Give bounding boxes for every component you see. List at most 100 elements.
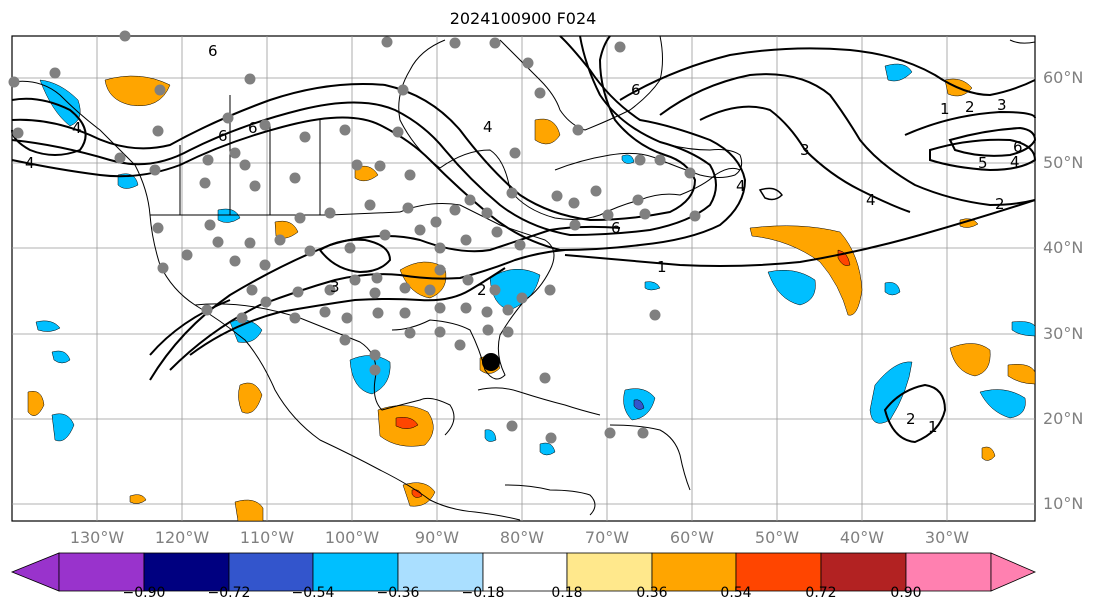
orange-blob xyxy=(234,499,264,522)
lon-label: 30°W xyxy=(924,528,970,547)
blue-blob xyxy=(51,350,71,364)
colorbar-segment xyxy=(905,552,992,592)
lon-label: 130°W xyxy=(69,528,125,547)
storm-center-marker xyxy=(482,353,500,371)
colorbar-tick-label: 0.90 xyxy=(890,585,922,601)
station-markers xyxy=(8,30,701,444)
contour-label: 1 xyxy=(940,100,950,118)
lon-label: 50°W xyxy=(754,528,800,547)
red-core xyxy=(395,417,419,429)
contour-label: 3 xyxy=(997,96,1007,114)
contour-label: 4 xyxy=(1010,153,1020,171)
lon-label: 40°W xyxy=(839,528,885,547)
colorbar-tick-label: 0.18 xyxy=(551,585,583,601)
contour-label: 3 xyxy=(800,141,810,159)
contour-label: 6 xyxy=(248,119,258,137)
blue-blob xyxy=(979,389,1026,419)
colorbar-tick-label: −0.54 xyxy=(291,585,335,601)
colorbar-segment xyxy=(566,552,653,592)
blue-blob xyxy=(621,154,635,164)
colorbar-tick-label: 0.36 xyxy=(636,585,668,601)
contour-label: 2 xyxy=(477,281,487,299)
orange-blob xyxy=(238,382,263,414)
orange-blob xyxy=(949,343,991,377)
colorbar-tick-label: −0.90 xyxy=(122,585,166,601)
orange-blob xyxy=(354,165,379,182)
blue-blob xyxy=(884,282,901,296)
contour-label: 3 xyxy=(330,278,340,296)
orange-blob xyxy=(749,225,863,316)
orange-blob xyxy=(981,446,996,461)
map-title: 2024100900 F024 xyxy=(449,9,597,28)
contour-label: 1 xyxy=(657,258,667,276)
orange-blob xyxy=(104,75,171,107)
blue-blob xyxy=(484,429,497,442)
colorbar-segment xyxy=(10,552,60,592)
orange-blob xyxy=(1007,364,1036,385)
blue-core xyxy=(633,399,645,410)
contour-label: 2 xyxy=(995,195,1005,213)
contour-label: 2 xyxy=(906,410,916,428)
colorbar-segment xyxy=(143,552,230,592)
lon-label: 70°W xyxy=(584,528,630,547)
blue-blob xyxy=(39,79,81,127)
contour-label: 2 xyxy=(965,98,975,116)
blue-blob xyxy=(539,442,556,456)
contour-label: 6 xyxy=(611,219,621,237)
lat-label: 40°N xyxy=(1043,238,1084,257)
colorbar-segment xyxy=(482,552,568,592)
colorbar-segment xyxy=(651,552,737,592)
lon-label: 80°W xyxy=(499,528,545,547)
red-core xyxy=(411,489,423,498)
blue-blob xyxy=(767,270,816,306)
blue-blob xyxy=(51,413,75,442)
contour-label: 5 xyxy=(978,154,988,172)
blue-blob xyxy=(217,208,241,223)
lat-label: 20°N xyxy=(1043,409,1084,428)
lat-label: 10°N xyxy=(1043,494,1084,513)
colorbar-tick-label: 0.72 xyxy=(805,585,837,601)
colorbar-segment xyxy=(990,552,1037,592)
lat-label: 30°N xyxy=(1043,324,1084,343)
blue-blob xyxy=(644,281,661,291)
colorbar-segment xyxy=(312,552,399,592)
contour-label: 1 xyxy=(928,418,938,436)
lon-label: 120°W xyxy=(154,528,210,547)
contour-label: 6 xyxy=(1013,138,1023,156)
blue-blob xyxy=(117,173,139,189)
colorbar-tick-label: −0.18 xyxy=(461,585,505,601)
contour-label: 4 xyxy=(483,118,493,136)
orange-blob xyxy=(959,218,979,228)
lat-label: 60°N xyxy=(1043,68,1084,87)
blue-blob xyxy=(869,361,913,424)
contour-label-group: 6 6 4 4 6 4 6 1 2 3 6 5 4 2 4 3 6 1 3 2 … xyxy=(25,42,1023,436)
orange-blob xyxy=(27,391,45,416)
orange-blob xyxy=(534,118,561,145)
contour-label: 4 xyxy=(72,119,82,137)
colorbar-segment xyxy=(820,552,907,592)
contour-label: 4 xyxy=(25,154,35,172)
lat-label: 50°N xyxy=(1043,153,1084,172)
lon-label: 60°W xyxy=(669,528,715,547)
lon-label: 100°W xyxy=(324,528,380,547)
colorbar-segment xyxy=(735,552,822,592)
blue-blob xyxy=(1011,321,1036,337)
contours xyxy=(11,35,1037,444)
colorbar-segment xyxy=(228,552,314,592)
blue-blob xyxy=(35,320,61,332)
contour-label: 4 xyxy=(736,177,746,195)
lon-label: 90°W xyxy=(414,528,460,547)
colorbar-tick-label: −0.72 xyxy=(207,585,251,601)
coastlines xyxy=(11,35,1036,521)
colorbar xyxy=(10,552,1037,592)
colorbar-tick-label: −0.36 xyxy=(376,585,420,601)
contour-label: 6 xyxy=(631,81,641,99)
blue-blob xyxy=(884,63,913,82)
contour-label: 6 xyxy=(208,42,218,60)
lon-label: 110°W xyxy=(239,528,295,547)
colorbar-tick-label: 0.54 xyxy=(720,585,752,601)
contour-label: 4 xyxy=(866,191,876,209)
orange-blob xyxy=(129,494,147,504)
contour-label: 6 xyxy=(218,127,228,145)
